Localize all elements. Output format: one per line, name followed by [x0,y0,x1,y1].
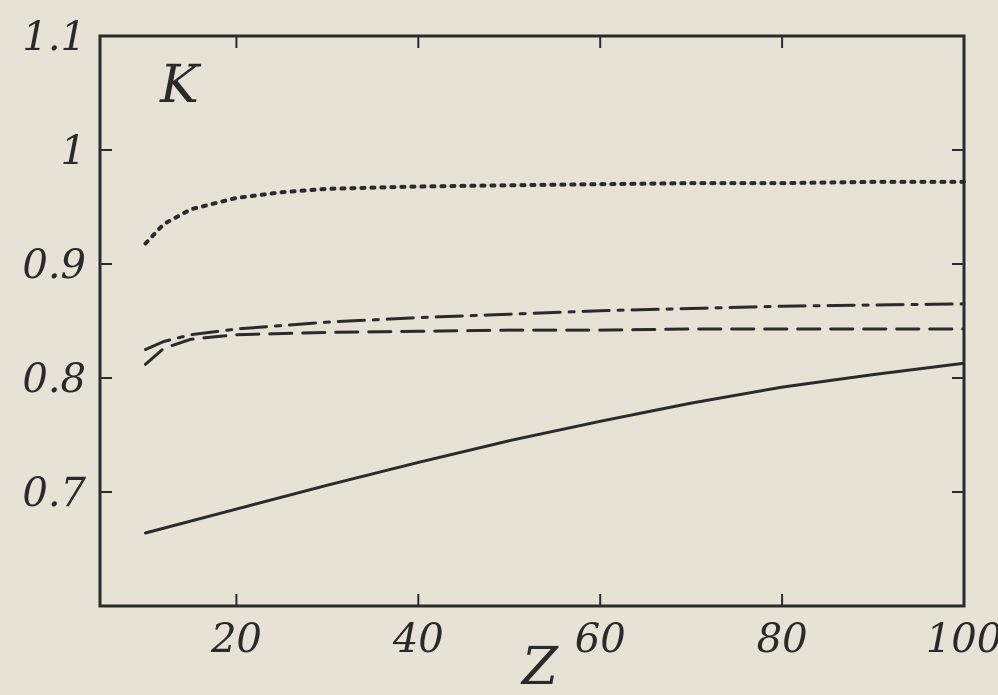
series-line-solid [144,361,966,535]
plot-area [98,34,966,608]
y-tick-label: 1 [61,128,86,174]
series-line-dotted [143,179,966,246]
tick-labels: 20 40 60 80 100 0.7 0.8 0.9 1 1.1 [22,14,998,662]
axis-ticks [100,35,965,606]
y-tick-label: 1.1 [22,14,86,60]
y-tick-label: 0.9 [22,242,86,288]
y-tick-label: 0.8 [22,356,86,402]
series-line-dashed [144,327,966,366]
y-tick-label: 0.7 [22,470,86,516]
series-line-dash-dot [144,302,966,351]
x-tick-label: 100 [926,616,998,662]
series-layer [143,179,966,535]
x-axis-title: Z [520,637,559,695]
x-tick-label: 80 [757,616,808,662]
x-tick-label: 20 [210,616,262,662]
x-tick-label: 60 [575,616,626,662]
x-tick-label: 40 [392,616,444,662]
y-axis-title: K [159,55,202,115]
